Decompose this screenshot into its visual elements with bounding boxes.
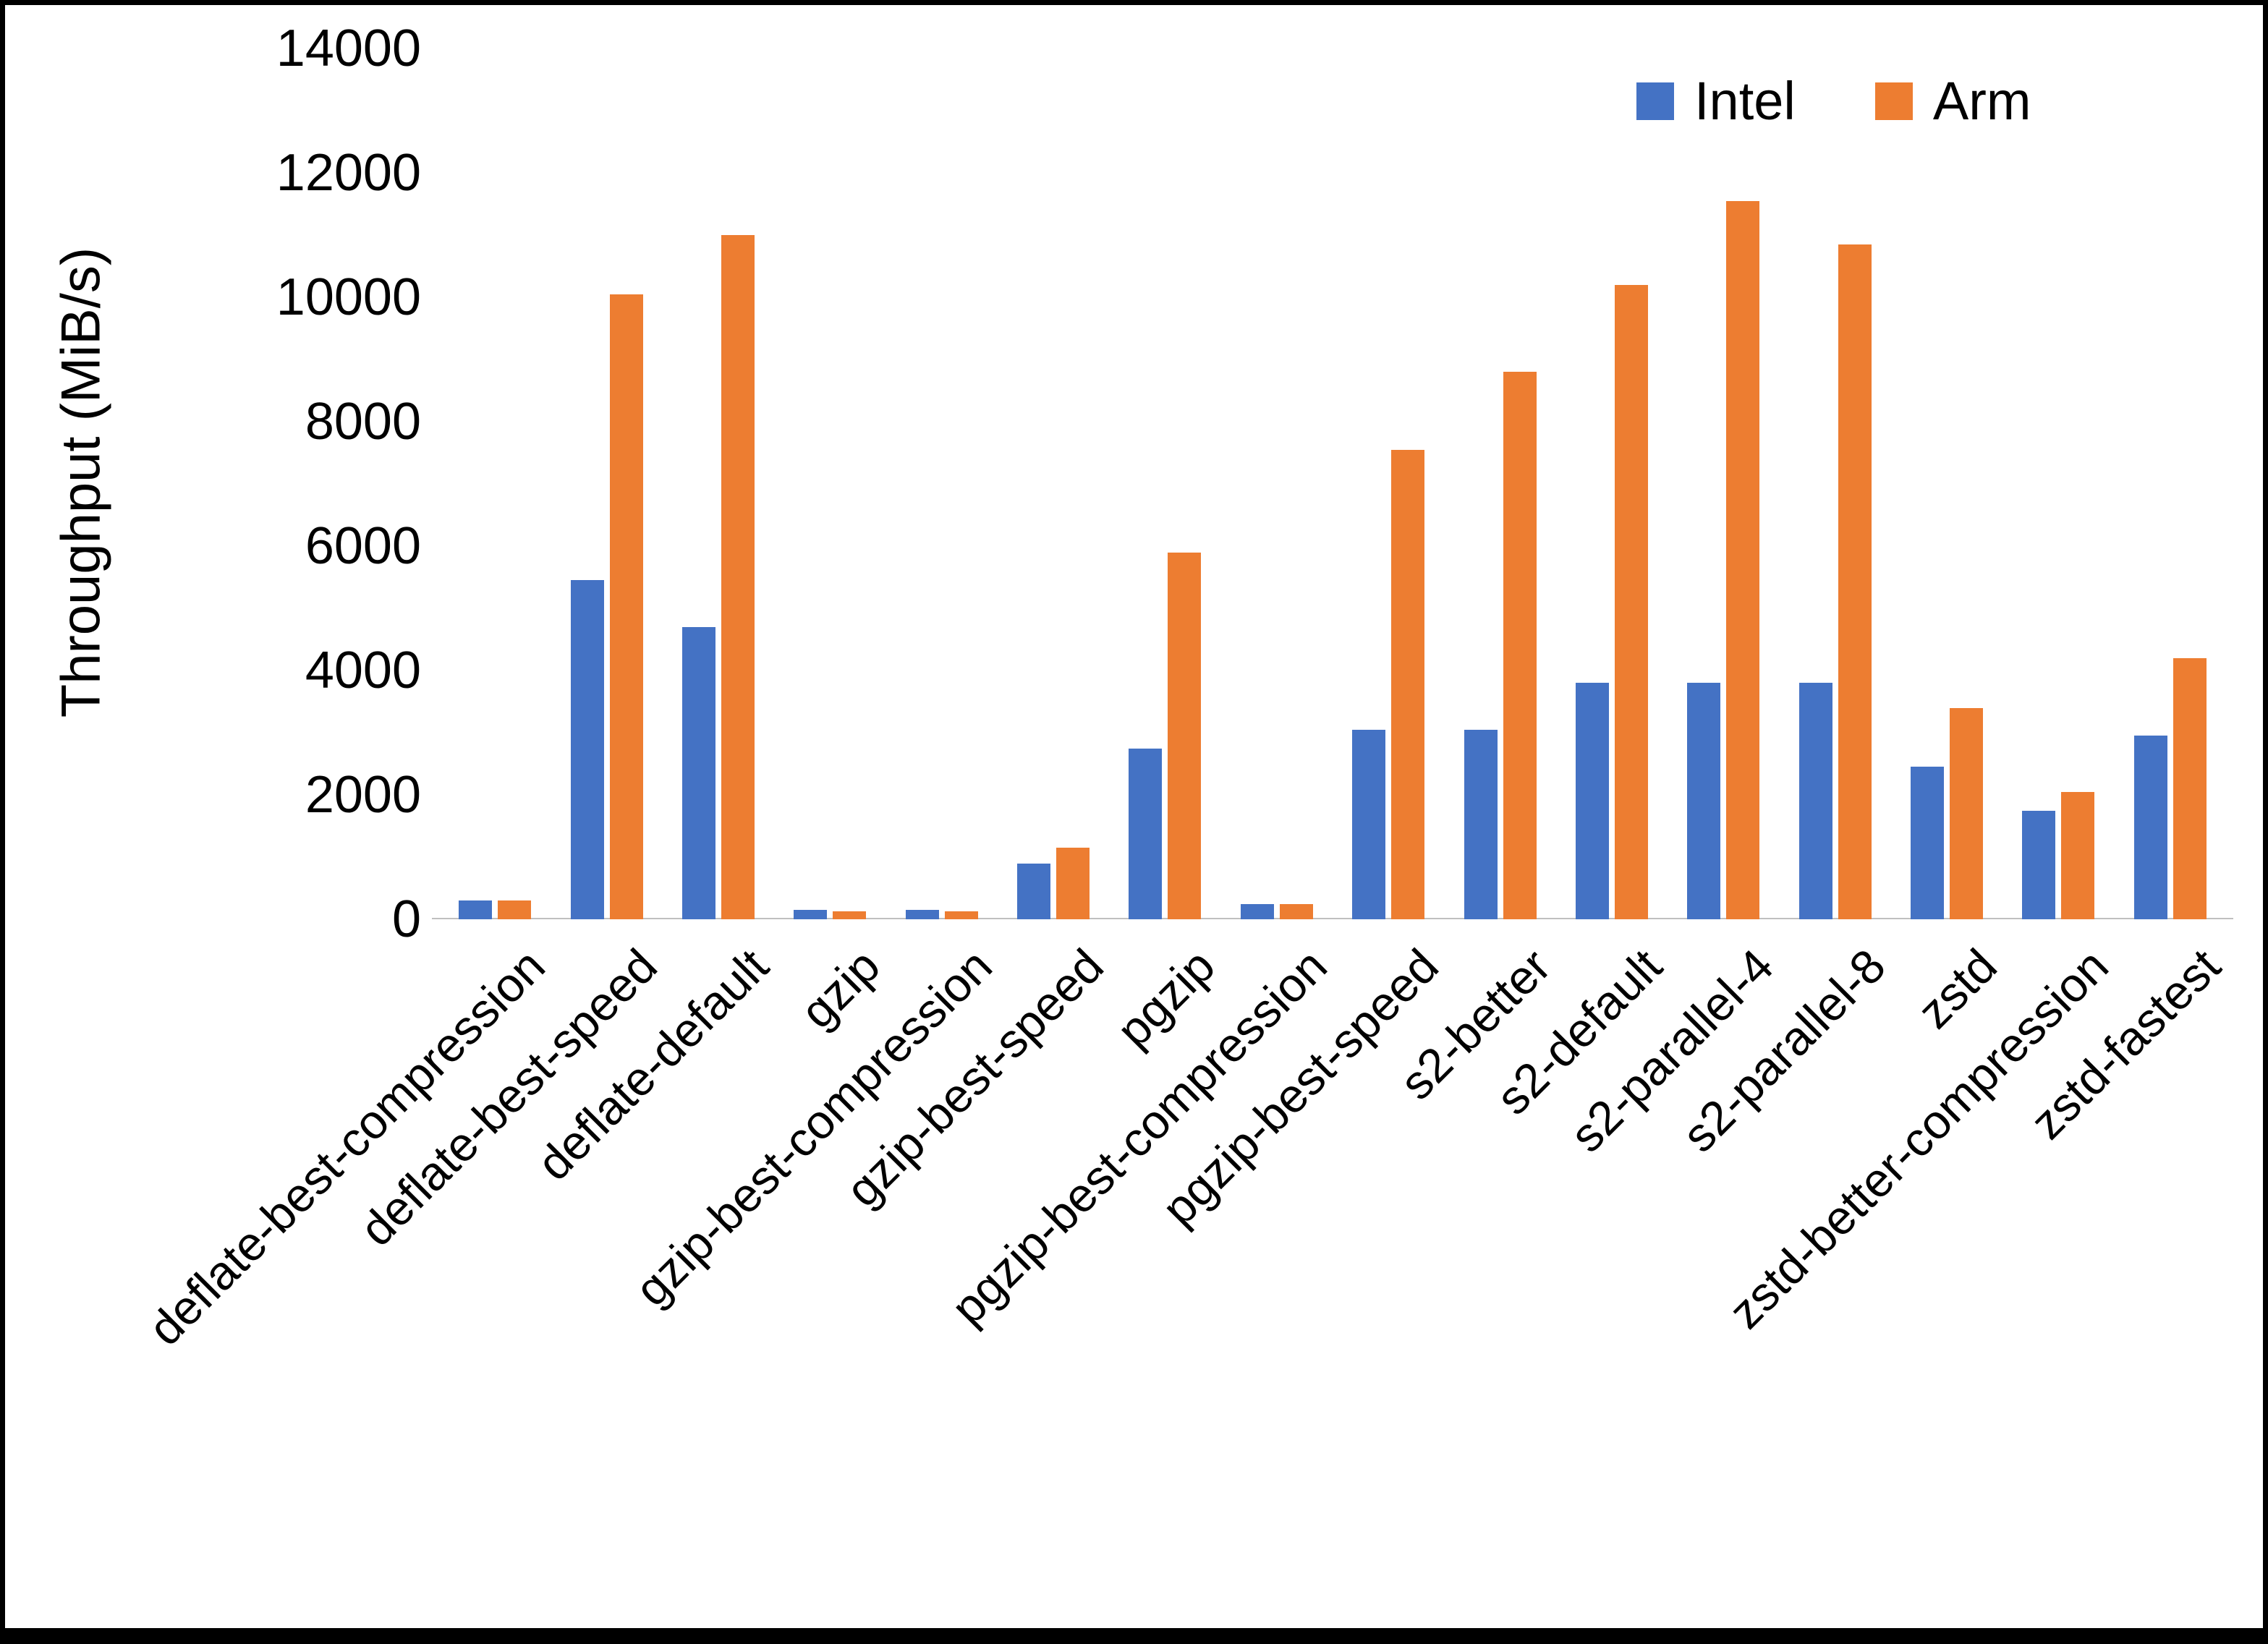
legend-item-arm: Arm — [1874, 70, 2031, 132]
bar-arm — [2061, 791, 2095, 919]
bar-arm — [1726, 200, 1760, 919]
x-axis-label-text: zstd — [1907, 938, 2008, 1039]
y-tick-label: 2000 — [305, 766, 421, 824]
y-tick-label: 6000 — [305, 517, 421, 575]
y-tick-label: 14000 — [276, 20, 421, 77]
bar-intel — [1911, 767, 1945, 919]
y-tick-label: 0 — [391, 890, 421, 948]
bar-arm — [721, 235, 755, 919]
bar-arm — [1838, 244, 1872, 919]
bar-arm — [1391, 449, 1425, 919]
bar-arm — [1168, 552, 1202, 919]
y-tick-label: 12000 — [276, 144, 421, 202]
bar-arm — [944, 911, 978, 919]
bar-arm — [1503, 372, 1537, 919]
bar-arm — [833, 911, 867, 919]
legend-swatch-intel — [1636, 82, 1674, 120]
bar-intel — [459, 900, 493, 919]
bar-arm — [498, 900, 532, 919]
legend-item-intel: Intel — [1636, 70, 1796, 132]
bar-intel — [794, 910, 828, 919]
bar-intel — [1798, 683, 1832, 919]
y-tick-label: 4000 — [305, 642, 421, 699]
x-axis-label-text: gzip — [790, 938, 891, 1039]
legend: Intel Arm — [1636, 70, 2031, 132]
legend-label-arm: Arm — [1932, 71, 2031, 131]
bar-arm — [1056, 848, 1090, 919]
plot-area — [432, 48, 2233, 919]
legend-label-intel: Intel — [1694, 71, 1796, 131]
bar-arm — [1950, 707, 1984, 919]
bar-intel — [2133, 736, 2167, 919]
x-axis-line — [432, 918, 2233, 919]
bar-arm — [2173, 657, 2207, 919]
bar-intel — [681, 626, 715, 919]
y-tick-label: 8000 — [305, 393, 421, 451]
bar-arm — [1614, 284, 1648, 919]
bar-intel — [570, 580, 604, 919]
bar-intel — [905, 910, 939, 919]
bar-arm — [609, 294, 643, 919]
legend-swatch-arm — [1874, 82, 1913, 120]
bar-intel — [1352, 729, 1386, 919]
bar-intel — [1687, 683, 1721, 919]
bar-arm — [1279, 903, 1313, 919]
bar-intel — [1017, 863, 1051, 919]
bar-intel — [1575, 683, 1609, 919]
bar-intel — [2022, 810, 2056, 919]
bar-intel — [1129, 748, 1163, 919]
bar-intel — [1240, 903, 1274, 919]
bar-intel — [1464, 729, 1498, 919]
y-tick-label: 10000 — [276, 268, 421, 326]
